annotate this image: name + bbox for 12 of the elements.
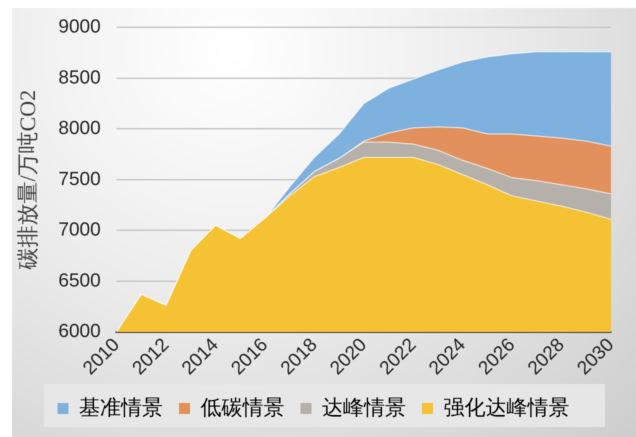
y-axis-title: 碳排放量/万吨CO2 bbox=[14, 90, 40, 271]
legend-label: 低碳情景 bbox=[200, 396, 284, 420]
y-tick-label: 8500 bbox=[58, 67, 101, 88]
y-tick-label: 7500 bbox=[58, 168, 101, 190]
legend-label: 强化达峰情景 bbox=[444, 396, 570, 420]
legend-label: 达峰情景 bbox=[322, 396, 406, 420]
y-tick-label: 6000 bbox=[58, 321, 101, 342]
legend-label: 基准情景 bbox=[79, 396, 163, 420]
y-tick-label: 8000 bbox=[58, 118, 101, 140]
y-tick-label: 7000 bbox=[58, 220, 101, 241]
y-tick-label: 9000 bbox=[58, 16, 101, 38]
y-tick-label: 6500 bbox=[58, 270, 101, 292]
